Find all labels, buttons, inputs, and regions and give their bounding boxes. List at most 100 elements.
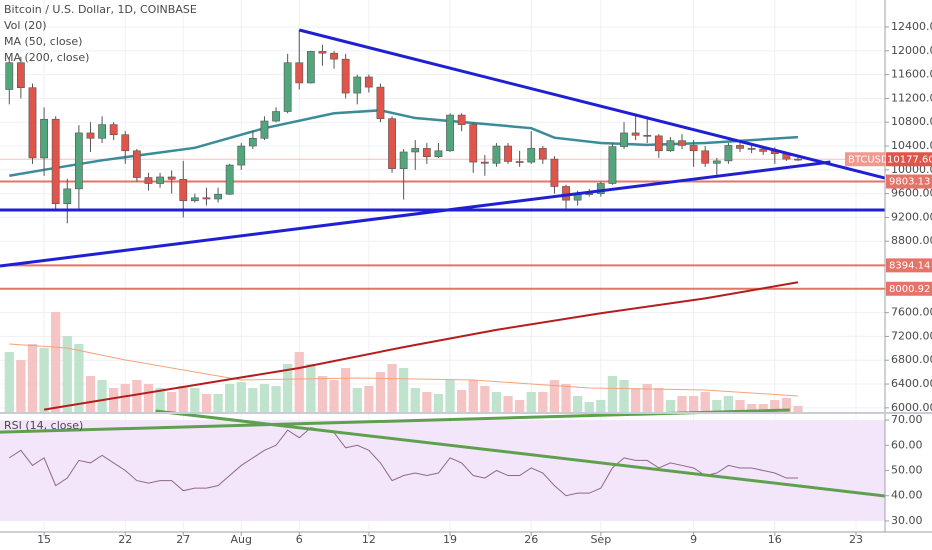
x-tick-label: 9 [690, 533, 697, 546]
volume-bar [236, 382, 246, 412]
y-tick-label: 7600.00 [891, 306, 932, 319]
last-price-label: 10177.60 [887, 154, 932, 165]
volume-bar [143, 384, 154, 412]
candle-body [434, 150, 443, 158]
volume-bar [793, 406, 803, 412]
volume-bar [445, 380, 455, 412]
candle-body [5, 62, 14, 90]
volume-bar [352, 388, 362, 412]
candle-body [504, 145, 512, 162]
candle-body [179, 179, 188, 202]
volume-bar [132, 380, 142, 412]
volume-bar [85, 376, 96, 412]
candle-body [283, 62, 292, 112]
volume-bar [433, 394, 444, 412]
candle-body [167, 176, 176, 180]
volume-bar [561, 384, 571, 412]
rsi-line [9, 427, 799, 497]
volume-bar [329, 380, 339, 412]
rsi-tick-label: 70.00 [891, 413, 923, 426]
candle-body [63, 188, 72, 205]
candle-body [469, 124, 478, 163]
candle-body [515, 161, 524, 163]
y-tick-label: 11200.00 [891, 91, 932, 104]
candle-body [527, 148, 536, 163]
volume-bar [526, 392, 536, 412]
candle-body [16, 62, 25, 89]
candle-body [121, 134, 130, 152]
candle-body [724, 145, 733, 162]
volume-ma [9, 343, 799, 397]
volume-bar [317, 376, 328, 412]
candle-body [353, 76, 362, 94]
volume-bar [364, 386, 374, 412]
candle-body [689, 145, 698, 152]
volume-bar [781, 398, 792, 412]
volume-bar [758, 404, 768, 412]
rsi-band [0, 420, 885, 521]
y-tick-label: 7200.00 [891, 329, 932, 342]
volume-bar [120, 384, 130, 412]
candle-body [480, 161, 489, 164]
y-tick-label: 12400.00 [891, 20, 932, 33]
volume-bar [62, 336, 72, 412]
symbol-box [845, 152, 885, 167]
legend-ma50: MA (50, close) [4, 35, 82, 48]
volume-bar [109, 388, 119, 412]
candle-body [678, 140, 686, 146]
x-tick-label: 23 [849, 533, 863, 546]
legend-rsi: RSI (14, close) [4, 419, 83, 432]
volume-bar [283, 364, 293, 412]
y-tick-label: 6000.00 [891, 401, 932, 414]
volume-bar [712, 400, 722, 412]
volume-bar [375, 372, 386, 412]
legend-volume: Vol (20) [4, 19, 47, 32]
volume-bar [39, 348, 49, 412]
x-tick-label: 26 [524, 533, 538, 546]
volume-bar [225, 384, 235, 412]
x-tick-label: 27 [176, 533, 190, 546]
volume-bar [213, 394, 223, 412]
candle-body [98, 124, 106, 139]
volume-bar [155, 388, 165, 412]
volume-bar [410, 388, 420, 412]
volume-bar [456, 390, 467, 412]
rsi-tick-label: 30.00 [891, 514, 923, 527]
volume-bar [723, 396, 734, 412]
level-label-box [886, 281, 932, 296]
candle-body [74, 132, 83, 190]
volume-bar [167, 392, 177, 412]
rsi-tick-label: 50.00 [891, 463, 923, 476]
candle-body [330, 52, 338, 60]
volume-bar [654, 388, 664, 412]
volume-bar [387, 364, 397, 412]
candle-body [202, 197, 211, 200]
candle-body [225, 164, 234, 195]
candle-body [620, 132, 628, 147]
y-tick-label: 12000.00 [891, 44, 932, 57]
candle-body [51, 118, 60, 205]
x-tick-label: 12 [362, 533, 376, 546]
candle-body [86, 132, 95, 139]
volume-bar [341, 368, 351, 412]
candle-body [550, 158, 559, 187]
candle-body [190, 197, 199, 202]
rsi-trendline [155, 409, 886, 498]
price-pane [0, 28, 886, 411]
level-label-box [886, 258, 932, 273]
candle-body [214, 193, 222, 200]
candle-body [306, 51, 315, 84]
candle-body [132, 150, 141, 178]
volume-bar [746, 404, 757, 412]
volume-bar [584, 402, 594, 412]
candle-body [654, 135, 663, 152]
volume-pane [4, 312, 803, 412]
volume-bar [480, 386, 490, 412]
candle-body [422, 148, 431, 158]
x-tick-label: 19 [443, 533, 457, 546]
legend-ma200: MA (200, close) [4, 51, 89, 64]
y-tick-label: 6400.00 [891, 377, 932, 390]
volume-bar [190, 388, 200, 412]
